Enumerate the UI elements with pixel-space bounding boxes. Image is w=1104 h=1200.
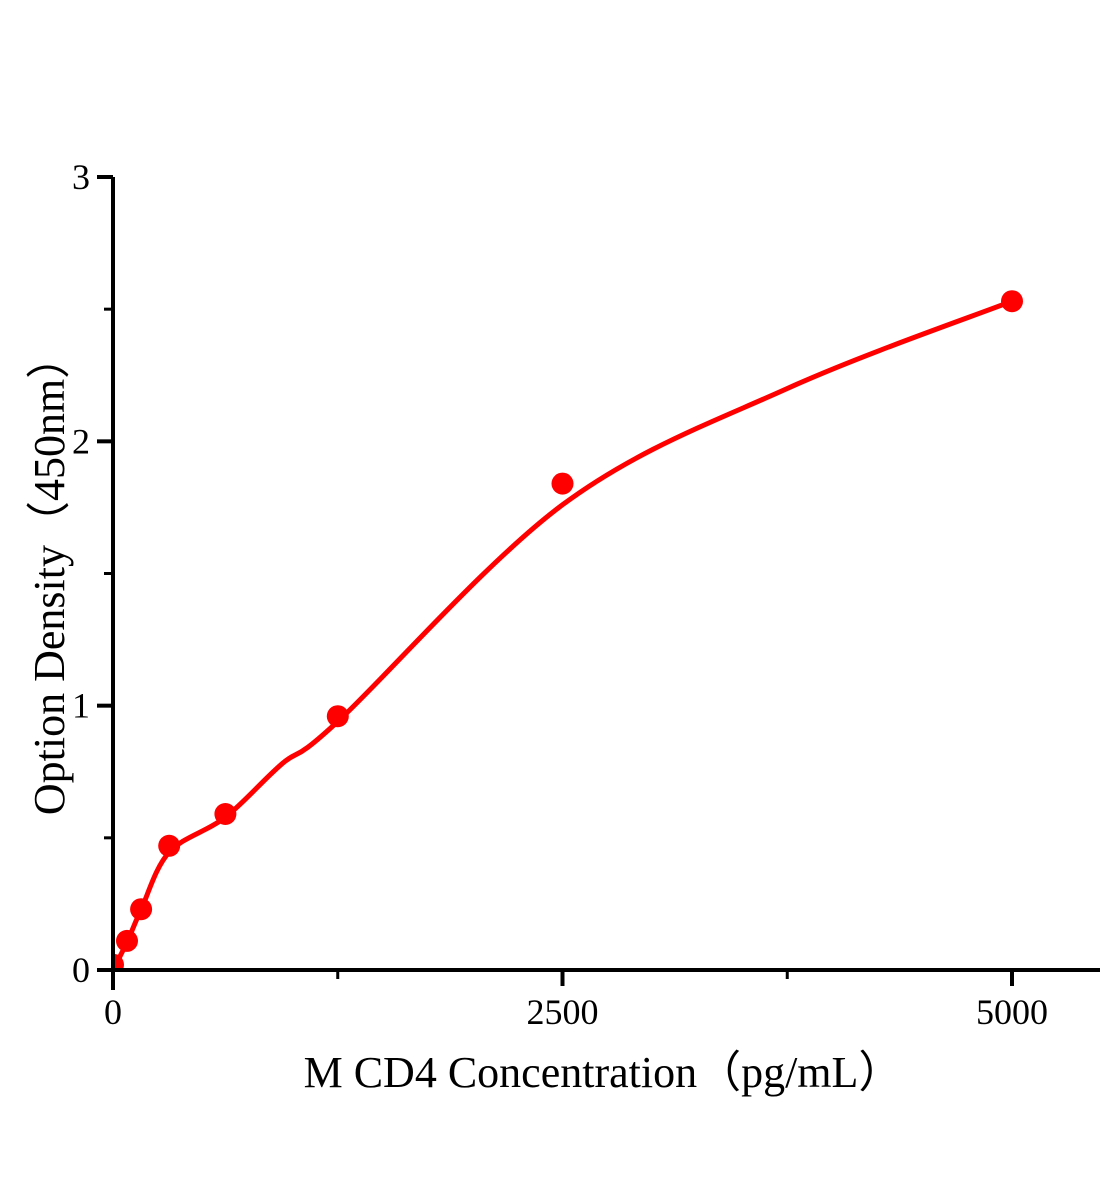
x-tick-label: 0 bbox=[104, 992, 122, 1032]
plot-series-layer bbox=[113, 290, 1023, 970]
data-point bbox=[116, 929, 138, 952]
y-tick-label: 1 bbox=[72, 686, 90, 726]
data-point bbox=[326, 705, 349, 728]
data-point bbox=[130, 898, 153, 921]
tick-label-layer: 0 2500 5000 0 1 2 3 bbox=[72, 157, 1048, 1032]
data-point bbox=[113, 953, 124, 970]
x-tick-label: 2500 bbox=[527, 992, 599, 1032]
y-tick-label: 2 bbox=[72, 421, 90, 461]
data-point bbox=[551, 472, 574, 495]
fit-curve bbox=[113, 298, 1015, 970]
x-tick-label: 5000 bbox=[976, 992, 1048, 1032]
data-point bbox=[1001, 290, 1023, 313]
y-axis-title: Option Density（450nm） bbox=[25, 335, 74, 815]
x-axis-title: M CD4 Concentration（pg/mL） bbox=[304, 1048, 903, 1097]
data-point bbox=[214, 803, 237, 825]
y-tick-label: 0 bbox=[72, 950, 90, 990]
axes-layer bbox=[97, 175, 1100, 990]
y-tick-label: 3 bbox=[72, 157, 90, 197]
data-point bbox=[158, 834, 181, 857]
